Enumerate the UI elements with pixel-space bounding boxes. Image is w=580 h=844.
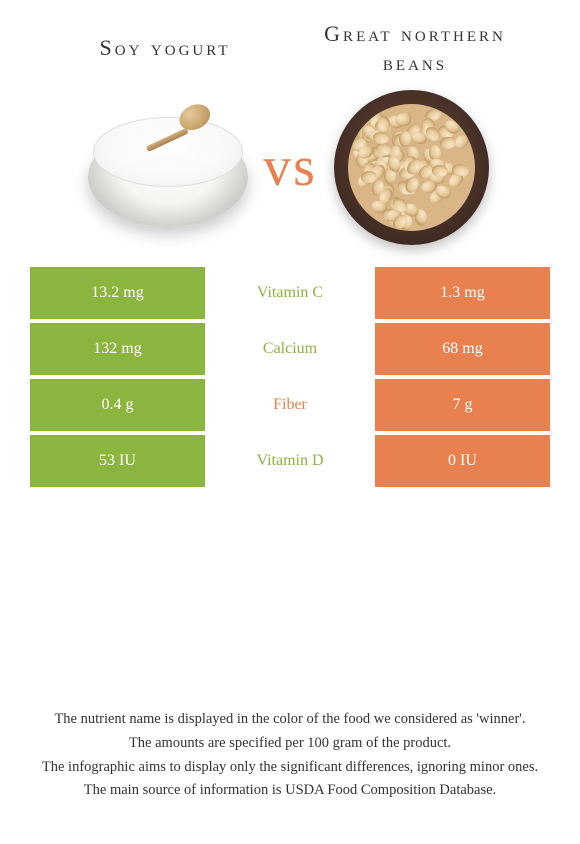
footer-line-4: The main source of information is USDA F… bbox=[30, 780, 550, 802]
nutrient-row: 53 IUVitamin D0 IU bbox=[30, 435, 550, 487]
nutrient-row: 0.4 gFiber7 g bbox=[30, 379, 550, 431]
nutrient-left-value: 0.4 g bbox=[30, 379, 205, 431]
header: Soy yogurt Great northern beans bbox=[0, 0, 580, 87]
nutrient-name: Vitamin C bbox=[205, 267, 375, 319]
footer-line-1: The nutrient name is displayed in the co… bbox=[30, 709, 550, 731]
nutrient-name: Vitamin D bbox=[205, 435, 375, 487]
footer-line-3: The infographic aims to display only the… bbox=[30, 757, 550, 779]
nutrient-left-value: 132 mg bbox=[30, 323, 205, 375]
food-left-image bbox=[83, 97, 253, 237]
images-row: vs bbox=[0, 87, 580, 267]
nutrient-name: Fiber bbox=[205, 379, 375, 431]
nutrient-row: 13.2 mgVitamin C1.3 mg bbox=[30, 267, 550, 319]
footer-notes: The nutrient name is displayed in the co… bbox=[0, 709, 580, 804]
nutrient-right-value: 1.3 mg bbox=[375, 267, 550, 319]
footer-line-2: The amounts are specified per 100 gram o… bbox=[30, 733, 550, 755]
nutrient-left-value: 53 IU bbox=[30, 435, 205, 487]
food-left-title: Soy yogurt bbox=[40, 34, 290, 63]
yogurt-bowl-icon bbox=[88, 107, 248, 227]
beans-bowl-icon bbox=[334, 90, 489, 245]
nutrient-left-value: 13.2 mg bbox=[30, 267, 205, 319]
nutrient-table: 13.2 mgVitamin C1.3 mg132 mgCalcium68 mg… bbox=[30, 267, 550, 487]
nutrient-row: 132 mgCalcium68 mg bbox=[30, 323, 550, 375]
nutrient-right-value: 68 mg bbox=[375, 323, 550, 375]
vs-label: vs bbox=[263, 135, 317, 199]
food-right-image bbox=[327, 97, 497, 237]
nutrient-right-value: 0 IU bbox=[375, 435, 550, 487]
food-right-title: Great northern beans bbox=[290, 20, 540, 77]
nutrient-right-value: 7 g bbox=[375, 379, 550, 431]
nutrient-name: Calcium bbox=[205, 323, 375, 375]
